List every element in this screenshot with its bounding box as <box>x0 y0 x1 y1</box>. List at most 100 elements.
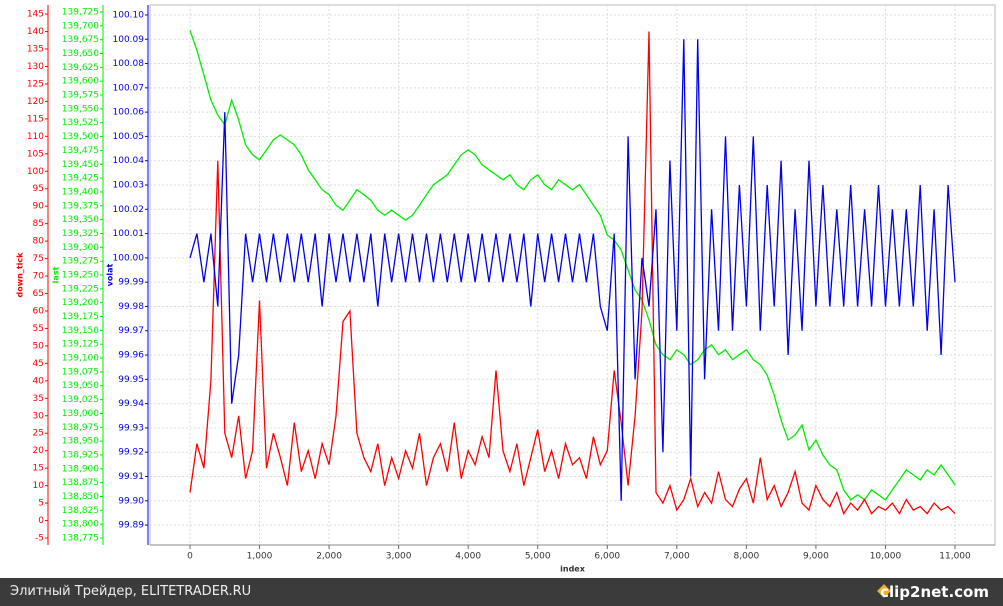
y-tick-label: 139,525 <box>62 118 99 128</box>
y-tick-label: 40 <box>33 376 45 386</box>
y-tick-label: 70 <box>33 272 45 282</box>
y-tick-label: 139,575 <box>62 91 99 101</box>
y-tick-label: 99.90 <box>118 496 144 506</box>
x-tick-label: 1,000 <box>247 552 273 562</box>
y-tick-label: 139,450 <box>62 160 99 170</box>
x-tick-label: 9,000 <box>803 552 829 562</box>
y-tick-label: 120 <box>27 97 44 107</box>
y-tick-label: 5 <box>38 499 44 509</box>
y-tick-label: 100.10 <box>113 10 145 20</box>
y-tick-label: -5 <box>35 534 44 544</box>
y-tick-label: 138,950 <box>62 437 99 447</box>
y-tick-label: 50 <box>33 341 45 351</box>
y-tick-label: 99.91 <box>118 472 144 482</box>
y-tick-label: 105 <box>27 149 44 159</box>
y-tick-label: 139,325 <box>62 229 99 239</box>
y-tick-label: 85 <box>33 219 44 229</box>
y-tick-label: 0 <box>38 516 44 526</box>
y-tick-label: 139,600 <box>62 77 99 87</box>
y-tick-label: 99.93 <box>118 423 144 433</box>
y-tick-label: 139,050 <box>62 381 99 391</box>
y-tick-label: 139,675 <box>62 35 99 45</box>
y-tick-label: 138,850 <box>62 492 99 502</box>
y-tick-label: 139,225 <box>62 284 99 294</box>
y-tick-label: 100.06 <box>113 108 145 118</box>
y-tick-label: 99.95 <box>118 375 144 385</box>
series-line <box>189 31 956 516</box>
footer-caption: Элитный Трейдер, ELITETRADER.RU <box>10 584 252 599</box>
y-tick-label: 99.94 <box>118 399 144 409</box>
y-tick-label: 100 <box>27 167 44 177</box>
y-tick-label: 100.00 <box>113 253 145 263</box>
y-tick-label: 139,275 <box>62 257 99 267</box>
x-tick-label: 5,000 <box>525 552 551 562</box>
y-tick-label: 25 <box>33 429 44 439</box>
series-line <box>189 30 956 501</box>
y-tick-label: 139,475 <box>62 146 99 156</box>
y-tick-label: 99.98 <box>118 302 144 312</box>
y-tick-label: 139,250 <box>62 271 99 281</box>
y-tick-label: 100.07 <box>113 83 145 93</box>
y-tick-label: 115 <box>27 114 44 124</box>
y-axis-label: last <box>52 266 61 283</box>
brand[interactable]: clip2net.com <box>880 583 989 601</box>
x-axis-label: index <box>560 565 586 574</box>
y-tick-label: 138,825 <box>62 506 99 516</box>
y-tick-label: 145 <box>27 10 44 20</box>
y-tick-label: 100.01 <box>113 229 145 239</box>
y-tick-label: 138,925 <box>62 450 99 460</box>
series-line <box>189 39 956 501</box>
x-tick-label: 3,000 <box>386 552 412 562</box>
y-tick-label: 99.92 <box>118 448 144 458</box>
y-tick-label: 138,875 <box>62 478 99 488</box>
y-tick-label: 138,800 <box>62 520 99 530</box>
y-tick-label: 139,175 <box>62 312 99 322</box>
x-tick-label: 4,000 <box>455 552 481 562</box>
y-tick-label: 80 <box>33 237 45 247</box>
y-tick-label: 110 <box>27 132 44 142</box>
y-axis-label: down_tick <box>16 252 25 298</box>
x-tick-label: 7,000 <box>664 552 690 562</box>
y-tick-label: 100.02 <box>113 205 145 215</box>
y-tick-label: 139,350 <box>62 215 99 225</box>
y-tick-label: 20 <box>33 446 45 456</box>
x-tick-label: 2,000 <box>316 552 342 562</box>
y-tick-label: 139,300 <box>62 243 99 253</box>
y-tick-label: 139,125 <box>62 340 99 350</box>
x-tick-label: 0 <box>187 552 193 562</box>
x-tick-label: 6,000 <box>594 552 620 562</box>
y-tick-label: 139,550 <box>62 104 99 114</box>
x-tick-label: 11,000 <box>939 552 971 562</box>
y-tick-label: 100.04 <box>113 156 145 166</box>
y-tick-label: 95 <box>33 184 44 194</box>
y-tick-label: 139,625 <box>62 63 99 73</box>
y-tick-label: 139,025 <box>62 395 99 405</box>
y-tick-label: 139,400 <box>62 187 99 197</box>
y-tick-label: 139,700 <box>62 21 99 31</box>
y-tick-label: 90 <box>33 202 45 212</box>
y-tick-label: 139,100 <box>62 354 99 364</box>
y-tick-label: 139,375 <box>62 201 99 211</box>
y-tick-label: 99.96 <box>118 351 144 361</box>
y-tick-label: 15 <box>33 464 44 474</box>
y-tick-label: 75 <box>33 254 44 264</box>
y-tick-label: 139,200 <box>62 298 99 308</box>
y-tick-label: 139,075 <box>62 367 99 377</box>
y-tick-label: 99.99 <box>118 278 144 288</box>
y-tick-label: 139,425 <box>62 174 99 184</box>
y-tick-label: 10 <box>33 481 45 491</box>
footer: Элитный Трейдер, ELITETRADER.RU clip2net… <box>0 578 1003 606</box>
y-tick-label: 135 <box>27 45 44 55</box>
y-tick-label: 130 <box>27 62 44 72</box>
y-tick-label: 100.08 <box>113 59 145 69</box>
y-tick-label: 55 <box>33 324 44 334</box>
y-tick-label: 139,150 <box>62 326 99 336</box>
y-tick-label: 139,500 <box>62 132 99 142</box>
y-tick-label: 35 <box>33 394 44 404</box>
x-tick-label: 10,000 <box>870 552 902 562</box>
y-tick-label: 138,975 <box>62 423 99 433</box>
y-tick-label: 100.09 <box>113 35 145 45</box>
y-tick-label: 99.97 <box>118 326 144 336</box>
y-tick-label: 140 <box>27 27 44 37</box>
